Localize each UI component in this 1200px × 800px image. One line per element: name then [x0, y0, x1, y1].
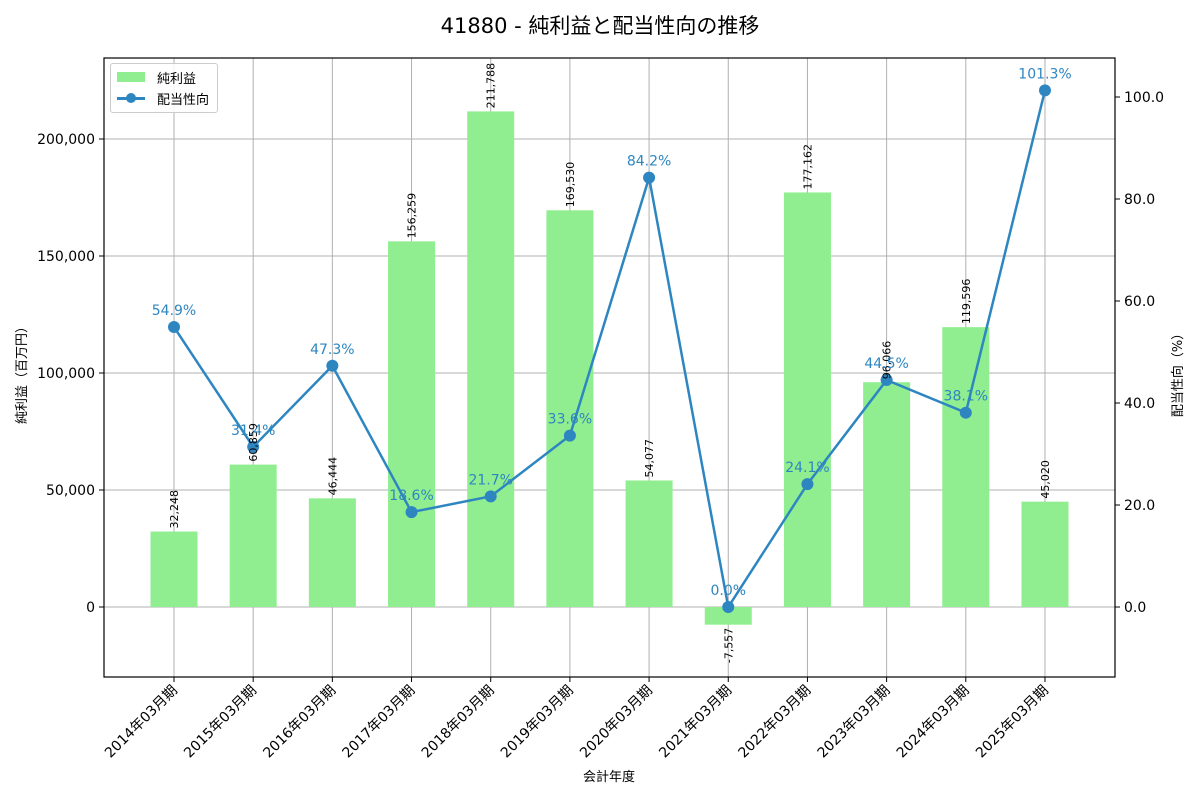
line-marker [880, 374, 893, 387]
y-tick-label-left: 150,000 [37, 249, 95, 265]
bar-value-label: 45,020 [1039, 460, 1052, 499]
legend-item-payout-ratio: 配当性向 [117, 88, 209, 108]
bar-value-label: 119,596 [960, 279, 973, 325]
y-tick-label-right: 20.0 [1124, 498, 1155, 514]
x-tick-label: 2016年03月期 [260, 683, 339, 762]
pct-value-label: 54.9% [152, 303, 196, 319]
axes: 2014年03月期 2015年03月期 2016年03月期 2017年03月期 2018… [37, 90, 1164, 761]
bar-value-label: 211,788 [485, 63, 498, 109]
bar [1021, 501, 1069, 607]
pct-value-label: 44.5% [864, 356, 908, 372]
line-series [168, 84, 1051, 613]
line-marker [326, 359, 339, 372]
x-tick-label: 2014年03月期 [102, 683, 181, 762]
bar-value-label: 60,859 [247, 423, 260, 462]
bar-series [150, 111, 1069, 625]
bar-value-label: 54,077 [643, 439, 656, 478]
line-marker [247, 440, 260, 453]
y-tick-label-left: 100,000 [37, 366, 95, 382]
bar [942, 327, 990, 607]
bar [546, 210, 594, 607]
pct-value-label: 18.6% [389, 488, 433, 504]
bar-value-label: 177,162 [801, 144, 814, 190]
x-tick-label: 2017年03月期 [340, 683, 419, 762]
bar-value-label: 46,444 [326, 457, 339, 496]
line-marker [1038, 84, 1051, 97]
bar [704, 607, 752, 625]
legend-label-net-income: 純利益 [157, 71, 197, 87]
line-marker [722, 601, 735, 613]
bar [229, 464, 277, 607]
legend-item-net-income: 純利益 [117, 67, 196, 87]
y-tick-label-right: 60.0 [1124, 294, 1155, 310]
line-marker [484, 490, 497, 503]
bar-swatch-icon [117, 72, 145, 82]
payout-ratio-line [172, 90, 1047, 611]
chart-title: 41880 - 純利益と配当性向の推移 [440, 14, 760, 38]
y-tick-label-left: 0 [86, 600, 95, 616]
pct-value-label: 84.2% [627, 154, 671, 170]
x-tick-label: 2024年03月期 [894, 683, 973, 762]
x-tick-label: 2023年03月期 [815, 683, 894, 762]
bar [863, 382, 911, 607]
bar [783, 192, 831, 607]
pct-value-label: 33.6% [548, 412, 592, 428]
x-tick-label: 2020年03月期 [577, 683, 656, 762]
bar [467, 111, 515, 607]
x-tick-label: 2019年03月期 [498, 683, 577, 762]
bar [388, 241, 436, 607]
x-tick-label: 2021年03月期 [656, 683, 735, 762]
y-tick-label-right: 40.0 [1124, 396, 1155, 412]
y-tick-label-left: 200,000 [37, 132, 95, 148]
bar-value-label: 32,248 [168, 490, 181, 529]
bar [308, 498, 356, 607]
x-tick-label: 2025年03月期 [973, 683, 1052, 762]
x-tick-label: 2018年03月期 [419, 683, 498, 762]
line-marker [405, 506, 418, 519]
pct-value-label: 31.4% [231, 423, 275, 439]
bar [625, 480, 673, 607]
pct-value-label: 101.3% [1018, 66, 1071, 82]
legend-label-payout-ratio: 配当性向 [157, 92, 210, 108]
line-marker [801, 478, 814, 491]
pct-value-label: 0.0% [710, 583, 746, 599]
data-labels: 32,248 60,859 46,444 156,259 211,788 169,530 5… [152, 63, 1072, 663]
line-marker [168, 321, 180, 334]
x-tick-label: 2022年03月期 [735, 683, 814, 762]
x-tick-label: 2015年03月期 [181, 683, 260, 762]
bar-value-label: 156,259 [406, 193, 419, 239]
line-marker [959, 406, 972, 419]
pct-value-label: 21.7% [468, 472, 512, 488]
bar-value-label: 169,530 [564, 162, 577, 208]
y-tick-label-left: 50,000 [46, 483, 95, 499]
line-marker-swatch-icon [117, 93, 145, 103]
bar-value-label: -7,557 [722, 628, 735, 663]
line-marker [643, 171, 656, 184]
pct-value-label: 38.1% [944, 389, 988, 405]
y-tick-label-right: 80.0 [1124, 192, 1155, 208]
bar [150, 531, 198, 607]
pct-value-label: 24.1% [785, 460, 829, 476]
y-axis-label-right: 配当性向（%） [1170, 327, 1186, 417]
line-marker [563, 429, 576, 442]
y-tick-label-right: 0.0 [1124, 600, 1146, 616]
bar-value-label: 96,066 [881, 341, 894, 380]
legend: 純利益 配当性向 [110, 63, 218, 113]
pct-value-label: 47.3% [310, 342, 354, 358]
y-tick-label-right: 100.0 [1124, 90, 1164, 106]
y-axis-label-left: 純利益（百万円） [15, 320, 30, 424]
x-axis-label: 会計年度 [583, 769, 635, 785]
plot-frame [103, 57, 1116, 678]
